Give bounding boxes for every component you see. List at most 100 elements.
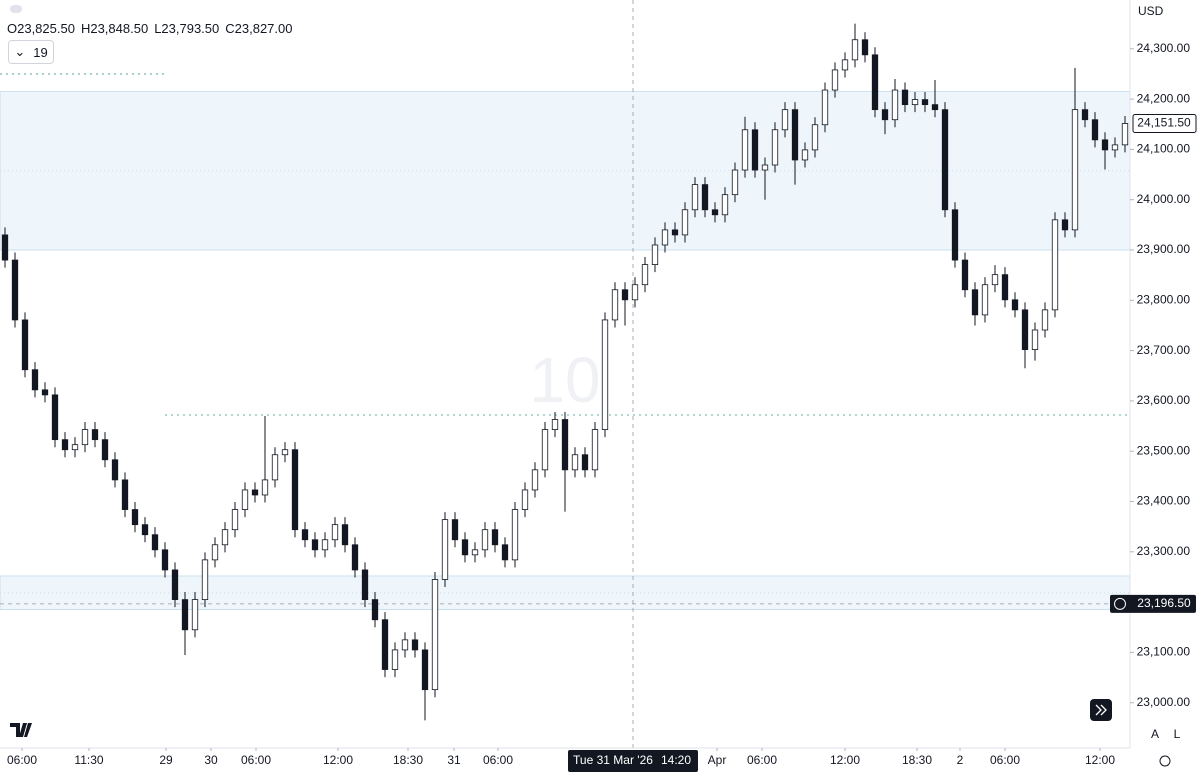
y-tick-label: 23,700.00 [1137, 343, 1191, 357]
candle-body [801, 149, 809, 161]
candle-body [861, 39, 869, 56]
candle-body [811, 124, 819, 151]
indicator-toggle[interactable]: ⌄ 19 [8, 40, 54, 64]
candle-body [281, 449, 289, 456]
candle-body [371, 599, 379, 621]
candle-body [511, 509, 519, 561]
candle-body [681, 209, 689, 236]
candle-body [291, 449, 299, 531]
last-price-tag [1132, 113, 1197, 133]
tv-logo [10, 723, 32, 737]
candle-body [431, 579, 439, 691]
candle-body [901, 89, 909, 106]
candle-body [421, 649, 429, 691]
candle-body [21, 319, 29, 371]
candle-body [631, 284, 639, 301]
candle-body [521, 489, 529, 510]
candle-body [531, 469, 539, 491]
y-tick-label: 23,000.00 [1137, 695, 1191, 709]
collapse-button[interactable] [10, 5, 22, 13]
candle-body [1121, 123, 1129, 146]
crosshair-price-label: 23,196.50 [1137, 596, 1191, 610]
candle-body [741, 129, 749, 171]
candle-body [331, 524, 339, 541]
candle-body [891, 89, 899, 121]
candle-body [111, 459, 119, 481]
x-tick-label: 30 [204, 753, 218, 767]
x-tick-label: 06:00 [7, 753, 37, 767]
candle-body [731, 169, 739, 196]
candle-body [201, 559, 209, 601]
candle-body [141, 524, 149, 536]
candle-body [561, 419, 569, 471]
candle-body [941, 109, 949, 211]
y-tick-label: 24,300.00 [1137, 41, 1191, 55]
candle-body [931, 104, 939, 111]
candle-body [921, 99, 929, 106]
crosshair-price-tag [1110, 594, 1196, 613]
candle-body [871, 54, 879, 111]
x-tick-label: Apr [708, 753, 727, 767]
candle-body [771, 129, 779, 166]
candle-body [581, 454, 589, 471]
x-tick-label: 18:30 [902, 753, 932, 767]
ohlc-value: L23,793.50 [154, 21, 220, 36]
ohlc-value: C23,827.00 [225, 21, 293, 36]
candle-body [1031, 329, 1039, 351]
candle-body [961, 259, 969, 291]
candle-body [701, 184, 709, 211]
candle-body [761, 164, 769, 171]
x-tick-label: 2 [957, 753, 964, 767]
x-tick-label: 06:00 [747, 753, 777, 767]
candle-body [1011, 299, 1019, 311]
candle-body [621, 289, 629, 301]
candle-body [851, 39, 859, 61]
y-tick-label: 23,600.00 [1137, 393, 1191, 407]
candle-body [691, 184, 699, 211]
candle-body [671, 229, 679, 236]
candle-body [1111, 144, 1119, 151]
x-tick-label: 18:30 [393, 753, 423, 767]
candle-body [1001, 274, 1009, 301]
candle-body [721, 194, 729, 216]
y-tick-label: 23,800.00 [1137, 292, 1191, 306]
candle-body [821, 89, 829, 126]
candle-body [171, 569, 179, 601]
candle-body [121, 479, 129, 510]
scale-button-label: A [1151, 727, 1159, 741]
candle-body [71, 444, 79, 451]
last-price-label: 24,151.50 [1137, 116, 1191, 130]
candle-body [341, 524, 349, 546]
candle-body [221, 529, 229, 546]
scale-button[interactable] [1168, 725, 1186, 743]
candle-body [231, 509, 239, 531]
candle-body [1061, 219, 1069, 231]
candle-body [161, 549, 169, 571]
candle-body [361, 569, 369, 601]
candle-body [831, 69, 839, 91]
candle-body [381, 619, 389, 670]
candle-body [981, 284, 989, 316]
candle-body [131, 509, 139, 526]
candle-body [991, 274, 999, 286]
x-tick-label: 29 [159, 753, 173, 767]
crosshair-time: 14:20 [661, 753, 691, 767]
settings-icon [1159, 755, 1171, 767]
y-tick-label: 23,900.00 [1137, 242, 1191, 256]
candle-body [91, 429, 99, 441]
candle-body [301, 529, 309, 541]
x-tick-label: 06:00 [990, 753, 1020, 767]
x-tick-label: 11:30 [74, 753, 103, 767]
candle-body [81, 429, 89, 446]
scale-button[interactable] [1146, 725, 1164, 743]
candle-body [401, 639, 409, 651]
candle-body [491, 529, 499, 546]
candle-body [911, 99, 919, 106]
candle-body [41, 389, 49, 396]
scroll-arrow [1095, 704, 1107, 716]
crosshair-time-tag [568, 750, 698, 772]
x-tick-label: 12:00 [1085, 753, 1115, 767]
x-tick-label: 06:00 [483, 753, 513, 767]
candle-body [641, 264, 649, 286]
